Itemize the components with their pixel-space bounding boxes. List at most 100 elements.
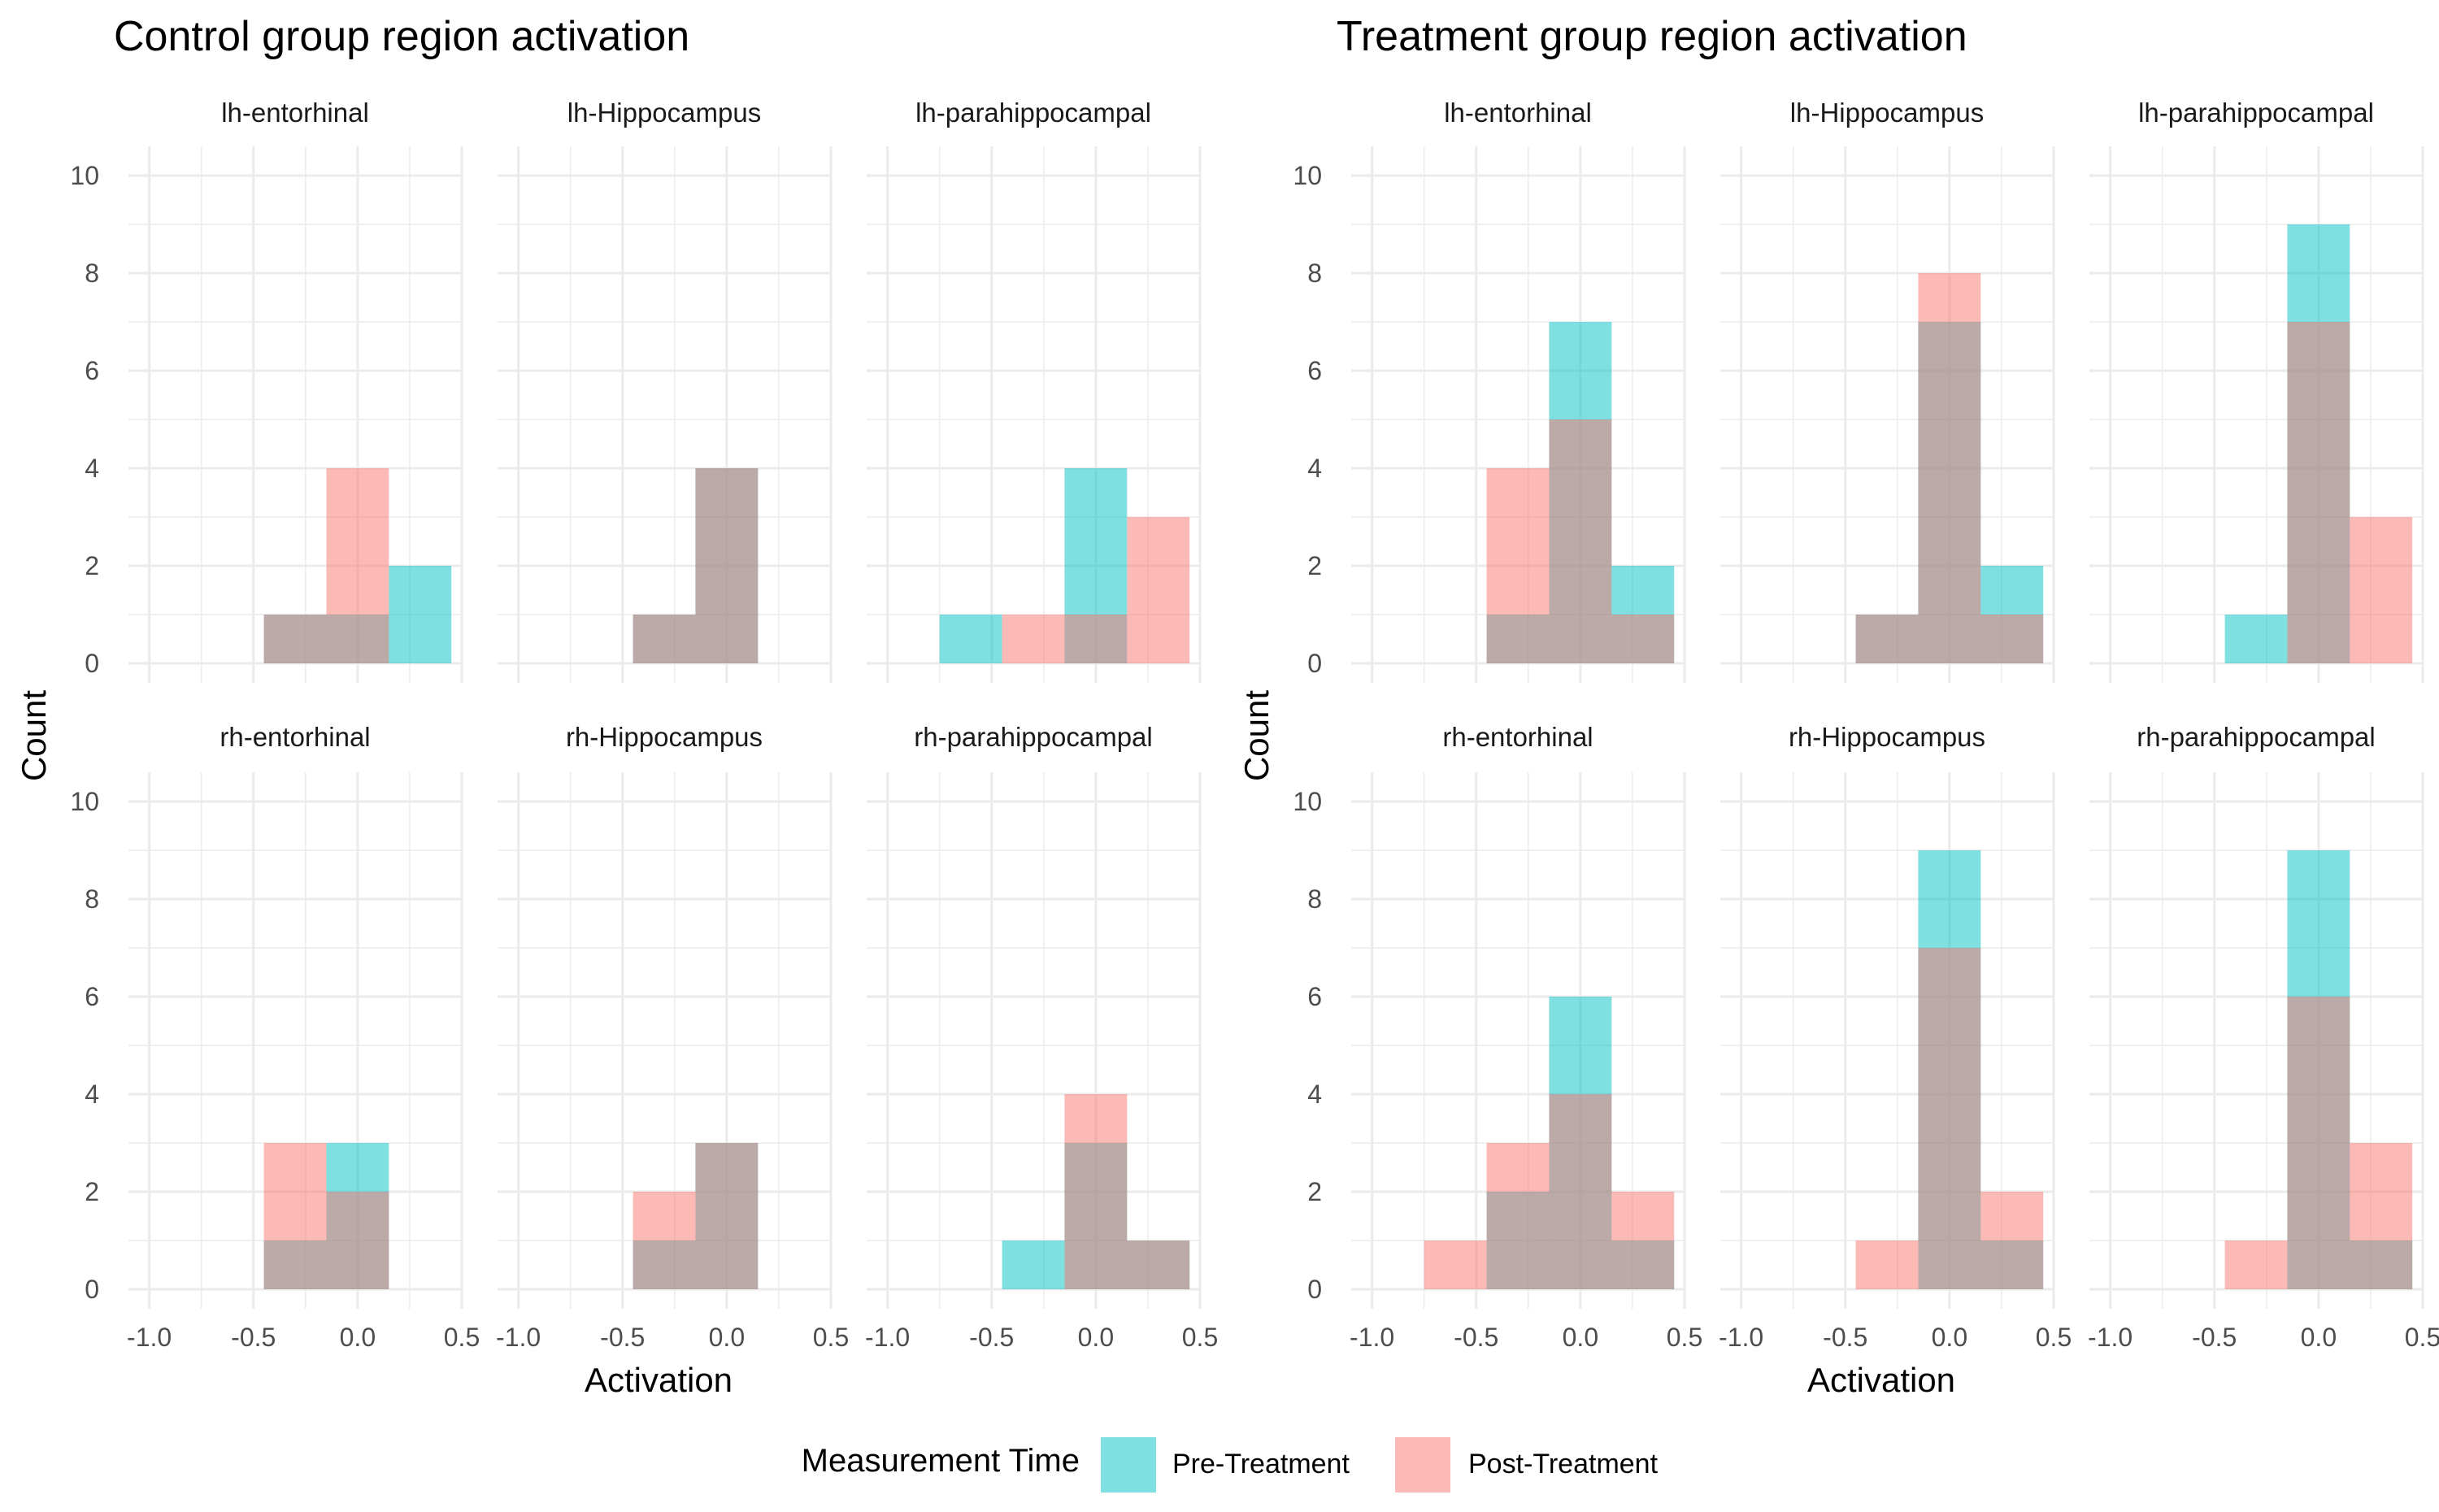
y-tick-label: 10 (70, 161, 99, 190)
x-tick-label: 0.0 (1563, 1323, 1598, 1352)
y-tick-label: 8 (85, 884, 99, 914)
bar-post (2350, 517, 2413, 663)
facet-label: lh-parahippocampal (2138, 98, 2374, 128)
y-tick-label: 0 (1307, 649, 1322, 678)
y-tick-label: 0 (85, 649, 99, 678)
x-tick-label: 0.5 (2036, 1323, 2072, 1352)
y-tick-label: 6 (1307, 356, 1322, 385)
y-tick-label: 6 (1307, 982, 1322, 1011)
x-tick-label: 0.0 (2301, 1323, 2337, 1352)
x-tick-label: 0.5 (813, 1323, 849, 1352)
y-axis-label: Count (15, 690, 53, 781)
bar-pre (2224, 615, 2288, 663)
facet-label: lh-entorhinal (221, 98, 369, 128)
y-tick-label: 2 (85, 551, 99, 580)
facet-label: rh-Hippocampus (566, 722, 763, 752)
x-tick-label: -0.5 (969, 1323, 1014, 1352)
y-tick-label: 8 (1307, 884, 1322, 914)
facet-lh-Hippocampus: lh-Hippocampus (1720, 98, 2055, 683)
bar-post (1064, 1094, 1128, 1289)
chart-panels: Control group region activation Count Acti… (15, 13, 2439, 1399)
x-tick-label: -0.5 (1454, 1323, 1498, 1352)
facet-label: lh-parahippocampal (915, 98, 1151, 128)
y-tick-label: 10 (1293, 787, 1322, 816)
bar-post (2224, 1240, 2288, 1289)
bar-post (1064, 615, 1128, 663)
x-tick-label: -1.0 (1350, 1323, 1394, 1352)
bar-post (695, 468, 759, 663)
x-tick-label: 0.5 (2405, 1323, 2439, 1352)
facet-rh-entorhinal: rh-entorhinal 0 2 4 6 8 10 -1.0 -0.5 0.0 0.5 (1293, 722, 1702, 1352)
bar-post (633, 1192, 696, 1289)
facet-label: lh-entorhinal (1444, 98, 1592, 128)
chart-control: Control group region activation Count Acti… (15, 13, 1218, 1399)
y-tick-label: 4 (85, 1080, 99, 1109)
bar-post (1980, 1192, 2044, 1289)
x-tick-label: 0.5 (444, 1323, 480, 1352)
bar-post (1424, 1240, 1487, 1289)
facet-label: lh-Hippocampus (567, 98, 761, 128)
y-tick-label: 2 (1307, 551, 1322, 580)
x-tick-label: -1.0 (127, 1323, 172, 1352)
bar-post (2287, 322, 2350, 663)
bar-post (695, 1143, 759, 1289)
bar-post (1855, 1240, 1919, 1289)
legend-title: Measurement Time (802, 1443, 1080, 1479)
y-tick-label: 0 (1307, 1275, 1322, 1304)
bar-post (326, 1192, 389, 1289)
y-tick-label: 0 (85, 1275, 99, 1304)
bar-post (1611, 615, 1675, 663)
x-tick-label: -0.5 (1823, 1323, 1867, 1352)
bar-post (1980, 615, 2044, 663)
legend-swatch-post (1395, 1437, 1450, 1492)
bar-post (2287, 997, 2350, 1289)
facet-rh-parahippocampal: rh-parahippocampal -1.0 -0.5 0.0 0.5 (865, 722, 1218, 1352)
y-tick-label: 4 (1307, 1080, 1322, 1109)
x-axis-label: Activation (585, 1361, 733, 1399)
x-tick-label: -0.5 (600, 1323, 645, 1352)
y-tick-label: 6 (85, 356, 99, 385)
bar-post (326, 468, 389, 663)
bar-post (633, 615, 696, 663)
x-tick-label: 0.5 (1182, 1323, 1218, 1352)
bar-post (1549, 1094, 1612, 1289)
x-tick-label: 0.5 (1667, 1323, 1702, 1352)
y-tick-label: 10 (1293, 161, 1322, 190)
bar-post (263, 1143, 327, 1289)
bar-post (1611, 1192, 1675, 1289)
x-tick-label: 0.0 (1932, 1323, 1967, 1352)
facet-label: rh-parahippocampal (2137, 722, 2376, 752)
y-tick-label: 6 (85, 982, 99, 1011)
bar-post (1127, 1240, 1190, 1289)
facet-label: rh-entorhinal (1442, 722, 1593, 752)
facet-label: rh-Hippocampus (1789, 722, 1985, 752)
bar-post (2350, 1143, 2413, 1289)
legend-label-pre: Pre-Treatment (1172, 1449, 1350, 1479)
x-tick-label: -1.0 (1719, 1323, 1763, 1352)
bar-pre (939, 615, 1002, 663)
bar-post (1486, 468, 1550, 663)
facet-rh-parahippocampal: rh-parahippocampal -1.0 -0.5 0.0 0.5 (2088, 722, 2439, 1352)
y-tick-label: 8 (85, 259, 99, 288)
y-tick-label: 2 (1307, 1177, 1322, 1206)
facet-lh-Hippocampus: lh-Hippocampus (498, 98, 833, 683)
x-tick-label: -1.0 (865, 1323, 910, 1352)
x-tick-label: -0.5 (2192, 1323, 2237, 1352)
chart-treatment: Treatment group region activation Count Ac… (1237, 13, 2439, 1399)
bar-pre (389, 566, 452, 663)
chart-title: Treatment group region activation (1337, 13, 1967, 60)
x-tick-label: -1.0 (496, 1323, 541, 1352)
facet-rh-Hippocampus: rh-Hippocampus -1.0 -0.5 0.0 0.5 (1719, 722, 2072, 1352)
facet-label: rh-parahippocampal (914, 722, 1153, 752)
facet-rh-entorhinal: rh-entorhinal 0 2 4 6 8 10 -1.0 -0.5 0.0 0.5 (70, 722, 480, 1352)
legend: Measurement Time Pre-Treatment Post-Trea… (802, 1437, 1659, 1492)
bar-post (1918, 273, 1981, 663)
facet-label: rh-entorhinal (220, 722, 370, 752)
facet-lh-entorhinal: lh-entorhinal 0 2 4 6 8 10 (70, 98, 463, 683)
facet-lh-parahippocampal: lh-parahippocampal (2089, 98, 2424, 683)
x-tick-label: -1.0 (2088, 1323, 2132, 1352)
y-tick-label: 2 (85, 1177, 99, 1206)
y-tick-label: 4 (1307, 454, 1322, 483)
bar-post (1127, 517, 1190, 663)
